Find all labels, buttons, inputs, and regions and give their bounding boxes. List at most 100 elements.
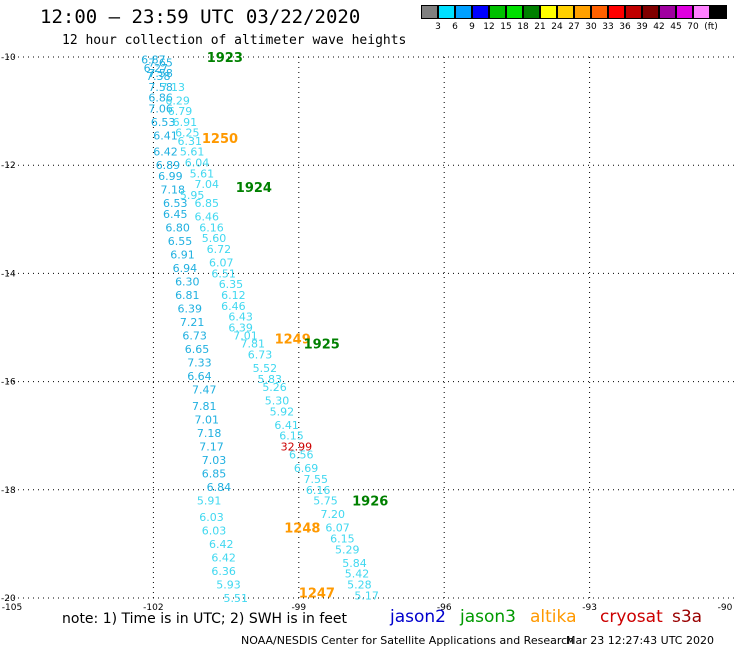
swh-value: 5.29 — [335, 543, 360, 556]
swh-value: 6.81 — [175, 289, 200, 302]
map-subtitle: 12 hour collection of altimeter wave hei… — [62, 33, 407, 48]
swh-value: 6.80 — [165, 221, 190, 234]
swh-value: 7.33 — [187, 357, 212, 370]
legend-label: 12 — [483, 22, 495, 32]
legend-swatch — [642, 5, 659, 19]
swh-value: 5.83 — [257, 373, 282, 386]
lat-tick-label: -18 — [1, 486, 16, 496]
legend-label: 39 — [636, 22, 648, 32]
swh-value: 6.41 — [274, 419, 299, 432]
swh-value: 6.30 — [175, 276, 200, 289]
satellite-cryosat: cryosat — [600, 607, 663, 627]
lon-tick-label: -102 — [143, 603, 163, 610]
legend-label: 70 — [687, 22, 699, 32]
pass-number: 1924 — [236, 181, 272, 196]
swh-value: 7.18 — [161, 184, 186, 197]
swh-value: 5.84 — [342, 557, 367, 570]
swh-value: 7.04 — [194, 178, 219, 191]
legend-swatch — [591, 5, 608, 19]
swh-value: 6.25 — [175, 127, 200, 140]
swh-value: 6.42 — [209, 538, 234, 551]
swh-value: 6.46 — [194, 211, 219, 224]
swh-value: 5.91 — [197, 495, 222, 508]
legend-swatch — [489, 5, 506, 19]
swh-value: 6.42 — [211, 551, 236, 564]
swh-value: 5.28 — [347, 578, 372, 591]
swh-value: 6.65 — [185, 343, 210, 356]
swh-value: 5.42 — [345, 568, 370, 581]
swh-value: 5.17 — [354, 589, 379, 602]
swh-value: 5.61 — [190, 167, 215, 180]
lat-tick-label: -14 — [1, 269, 16, 279]
legend-label: 27 — [568, 22, 580, 32]
swh-value: 6.53 — [163, 197, 188, 210]
wave-height-map: -105 -102 -99 -96 -93 -90 -10 -12 -14 -16 -18 -20 6… — [1, 51, 735, 610]
legend-label: 33 — [602, 22, 614, 32]
swh-value: 5.30 — [265, 395, 290, 408]
legend-label: 42 — [653, 22, 665, 32]
legend-swatch — [676, 5, 693, 19]
satellite-s3a: s3a — [672, 607, 703, 627]
swh-value: 6.64 — [187, 370, 212, 383]
swh-value: 32.99 — [281, 441, 313, 454]
axis-ticks: -105 -102 -99 -96 -93 -90 -10 -12 -14 -16 -18 -20 — [1, 53, 733, 610]
swh-value: 6.69 — [294, 462, 319, 475]
legend-swatch — [625, 5, 642, 19]
swh-value: 6.51 — [211, 267, 236, 280]
legend-swatch — [659, 5, 676, 19]
lon-tick-label: -90 — [718, 603, 733, 610]
swh-value: 7.18 — [197, 427, 222, 440]
swh-value: 5.52 — [253, 362, 278, 375]
swh-value: 6.16 — [306, 484, 331, 497]
legend-label: 45 — [670, 22, 682, 32]
map-title: 12:00 – 23:59 UTC 03/22/2020 — [40, 6, 361, 28]
swh-value: 7.55 — [304, 473, 329, 486]
legend-label: 6 — [452, 22, 458, 32]
credit-line: NOAA/NESDIS Center for Satellite Applica… — [241, 634, 575, 647]
pass-number: 1925 — [304, 338, 340, 353]
swh-value: 6.36 — [211, 565, 236, 578]
swh-value: 6.39 — [228, 322, 253, 335]
swh-value: 6.39 — [178, 303, 203, 316]
swh-value: 6.86 — [148, 92, 173, 105]
swh-value: 7.17 — [199, 441, 224, 454]
legend-swatch — [506, 5, 523, 19]
swh-value: 6.15 — [279, 430, 304, 443]
lon-tick-label: -99 — [291, 603, 306, 610]
swh-value: 7.58 — [148, 81, 173, 94]
swh-value: 7.38 — [146, 70, 171, 83]
swh-value: 5.93 — [216, 578, 241, 591]
swh-value: 6.73 — [248, 349, 273, 362]
lat-tick-label: -10 — [1, 53, 16, 63]
lon-tick-label: -105 — [2, 603, 22, 610]
swh-value: 5.92 — [270, 405, 295, 418]
altimeter-tracks: 6.876.277.387.586.867.066.536.416.426.89… — [141, 54, 379, 605]
swh-value: 5.95 — [180, 189, 205, 202]
swh-value: 7.13 — [161, 81, 186, 94]
lon-tick-label: -96 — [437, 603, 452, 610]
swh-value: 6.03 — [199, 511, 224, 524]
swh-value: 7.58 — [148, 67, 173, 80]
legend-swatch — [455, 5, 472, 19]
swh-value: 6.29 — [165, 94, 190, 107]
swh-value: 6.03 — [202, 524, 227, 537]
swh-value: 5.26 — [262, 381, 287, 394]
swh-value: 7.03 — [202, 454, 227, 467]
swh-value: 6.31 — [178, 135, 203, 148]
swh-value: 6.79 — [168, 105, 193, 118]
swh-value: 6.15 — [330, 532, 355, 545]
legend-swatch — [608, 5, 625, 19]
swh-value: 6.72 — [207, 243, 232, 256]
legend-label: 30 — [585, 22, 597, 32]
lon-tick-label: -93 — [582, 603, 597, 610]
legend-swatch — [421, 5, 438, 19]
legend-swatch — [574, 5, 591, 19]
swh-value: 7.20 — [320, 508, 345, 521]
swh-value: 6.53 — [151, 116, 176, 129]
swh-value: 6.12 — [221, 289, 246, 302]
satellite-altika: altika — [530, 607, 577, 627]
swh-value: 7.81 — [241, 338, 266, 351]
swh-value: 6.35 — [219, 278, 244, 291]
pass-number: 1926 — [352, 495, 388, 510]
swh-value: 6.89 — [156, 159, 181, 172]
